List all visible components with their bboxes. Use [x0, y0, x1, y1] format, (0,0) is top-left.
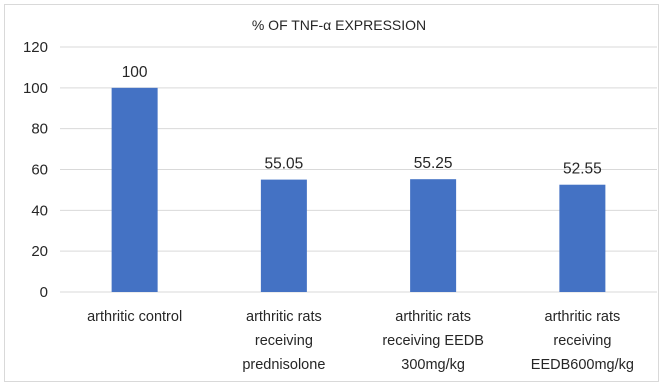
- x-category-label: arthritic rats: [246, 309, 322, 325]
- y-axis: 0 20 40 60 80 100 120: [23, 39, 48, 301]
- bar: [260, 179, 307, 292]
- x-axis: arthritic control arthritic rats receiving…: [87, 309, 634, 373]
- chart-title: % OF TNF-α EXPRESSION: [252, 17, 426, 33]
- x-category-label: EEDB600mg/kg: [531, 357, 634, 373]
- bar: [111, 87, 158, 292]
- y-tick-label: 120: [23, 39, 48, 56]
- x-category-label: arthritic rats: [395, 309, 471, 325]
- y-tick-label: 0: [40, 284, 48, 301]
- data-label: 52.55: [563, 161, 602, 178]
- bar: [410, 179, 457, 292]
- x-category-label: receiving EEDB: [382, 333, 484, 349]
- data-labels: 100 55.05 55.25 52.55: [122, 64, 602, 178]
- x-category-label: receiving: [255, 333, 313, 349]
- y-tick-label: 20: [31, 243, 48, 260]
- y-tick-label: 100: [23, 80, 48, 97]
- x-category-label: 300mg/kg: [401, 357, 465, 373]
- gridlines: [60, 46, 657, 293]
- data-label: 55.05: [264, 156, 303, 173]
- x-category-label: arthritic rats: [545, 309, 621, 325]
- x-category-label: receiving: [553, 333, 611, 349]
- bar: [559, 184, 606, 292]
- y-tick-label: 60: [31, 162, 48, 179]
- bars: [111, 87, 606, 292]
- data-label: 55.25: [414, 155, 453, 172]
- x-category-label: prednisolone: [242, 357, 325, 373]
- y-tick-label: 40: [31, 202, 48, 219]
- data-label: 100: [122, 64, 148, 81]
- x-category-label: arthritic control: [87, 309, 182, 325]
- y-tick-label: 80: [31, 121, 48, 138]
